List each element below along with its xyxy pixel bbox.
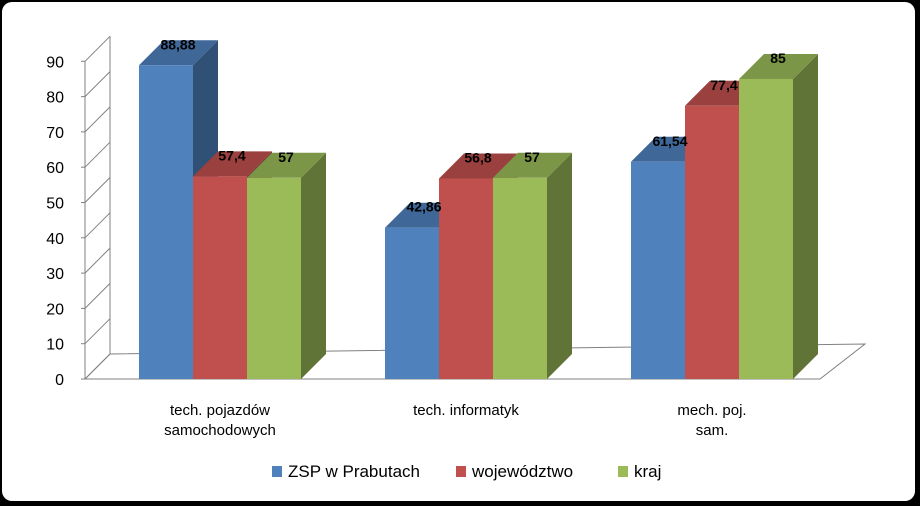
bar-top-2-2 — [739, 53, 818, 79]
bar-side-2-1 — [547, 152, 572, 379]
category-label-1-0: tech. informatyk — [413, 402, 519, 419]
bar-side-2-0 — [301, 152, 326, 379]
bar-top-0-0 — [139, 40, 218, 66]
bar-2-2 — [739, 78, 793, 379]
legend-label-2: kraj — [634, 462, 661, 481]
data-label-1-2: 77,4 — [710, 77, 737, 93]
data-label-1-1: 56,8 — [464, 149, 491, 165]
bar-2-0 — [247, 177, 301, 379]
legend-label-1: województwo — [471, 462, 573, 481]
y-tick-label-70: 70 — [46, 125, 64, 142]
bar-0-1 — [385, 227, 439, 379]
bar-chart: 0 10 20 30 40 50 60 70 80 90 88,88 42,86 61,54 57,4 56… — [46, 35, 867, 481]
category-label-0-0: tech. pojazdów — [170, 402, 270, 419]
y-tick-label-90: 90 — [46, 54, 64, 71]
bar-0-0 — [139, 65, 193, 379]
bar-top-1-0 — [193, 151, 272, 177]
y-tick-label-50: 50 — [46, 196, 64, 213]
y-tick-label-60: 60 — [46, 160, 64, 177]
legend-label-0: ZSP w Prabutach — [288, 462, 420, 481]
bar-side-2-2 — [793, 53, 818, 379]
legend-swatch-0 — [272, 466, 282, 477]
bar-1-1 — [439, 178, 493, 379]
y-tick-label-30: 30 — [46, 266, 64, 283]
y-tick-70 — [84, 106, 111, 133]
y-tick-30 — [84, 247, 111, 274]
data-label-2-0: 57 — [278, 149, 294, 165]
data-label-1-0: 57,4 — [218, 147, 245, 163]
legend-swatch-1 — [456, 466, 466, 477]
chart-frame: 0 10 20 30 40 50 60 70 80 90 88,88 42,86 61,54 57,4 56… — [2, 2, 915, 501]
category-label-2-1: sam. — [696, 422, 729, 439]
y-tick-60 — [84, 141, 111, 168]
category-label-0-1: samochodowych — [164, 422, 276, 439]
bar-top-1-1 — [439, 153, 518, 179]
y-tick-label-40: 40 — [46, 231, 64, 248]
y-tick-50 — [84, 177, 111, 203]
bar-top-2-0 — [247, 152, 326, 178]
bar-0-2 — [631, 161, 685, 379]
category-label-2-0: mech. poj. — [677, 402, 746, 419]
y-tick-10 — [84, 318, 111, 345]
y-tick-90 — [84, 35, 111, 62]
y-tick-label-20: 20 — [46, 301, 64, 318]
data-label-0-1: 42,86 — [406, 199, 441, 215]
data-label-0-2: 61,54 — [652, 133, 687, 149]
y-tick-label-80: 80 — [46, 90, 64, 107]
bar-1-2 — [685, 105, 739, 379]
data-label-2-1: 57 — [524, 149, 540, 165]
bar-2-1 — [493, 177, 547, 379]
y-tick-label-0: 0 — [55, 372, 64, 389]
data-label-2-2: 85 — [770, 50, 786, 66]
y-tick-20 — [84, 283, 111, 309]
data-label-0-0: 88,88 — [160, 36, 195, 52]
bar-1-0 — [193, 176, 247, 379]
y-tick-label-10: 10 — [46, 337, 64, 354]
y-tick-80 — [84, 71, 111, 97]
y-tick-0 — [84, 353, 111, 380]
legend-swatch-2 — [618, 466, 628, 477]
bar-top-2-1 — [493, 152, 572, 178]
y-tick-40 — [84, 212, 111, 239]
